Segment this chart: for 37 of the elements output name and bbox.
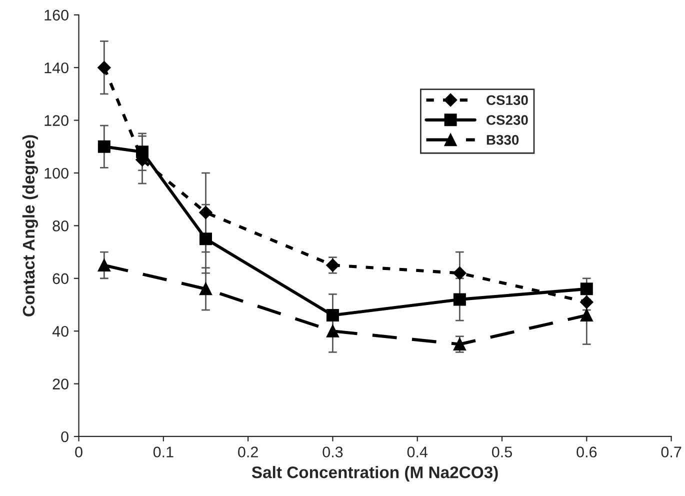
point [98, 140, 110, 153]
x-tick-label: 0.4 [407, 446, 428, 458]
y-tick-label: 120 [44, 115, 68, 126]
x-tick-label: 0.6 [576, 446, 597, 458]
point [453, 338, 466, 351]
point [199, 232, 212, 246]
y-tick-label: 80 [52, 220, 68, 232]
point [326, 309, 339, 322]
point [580, 296, 594, 309]
y-tick-label: 100 [44, 168, 68, 179]
point [453, 266, 466, 280]
point [98, 60, 111, 74]
y-tick-label: 60 [52, 273, 68, 284]
legend-label: CS230 [486, 115, 528, 125]
point [580, 309, 593, 322]
x-axis-title: Salt Concentration (M Na2CO3) [252, 466, 498, 482]
point [98, 258, 110, 272]
legend-label: CS130 [486, 95, 528, 106]
x-tick-label: 0 [75, 446, 82, 458]
point [199, 206, 212, 220]
x-tick-label: 0.7 [661, 446, 682, 458]
y-tick-label: 20 [52, 378, 68, 390]
point [453, 293, 466, 306]
legend-label: B330 [486, 134, 519, 145]
y-tick-label: 160 [44, 10, 68, 21]
point [580, 282, 593, 296]
y-tick-label: 40 [52, 326, 68, 337]
x-tick-label: 0.1 [153, 446, 174, 458]
point [199, 282, 212, 296]
x-tick-label: 0.2 [238, 446, 258, 458]
point [326, 324, 339, 338]
x-tick-label: 0.3 [322, 446, 343, 458]
x-tick-label: 0.5 [492, 446, 512, 458]
point [136, 146, 149, 158]
y-tick-label: 140 [44, 62, 68, 74]
y-tick-label: 0 [61, 431, 68, 442]
y-axis-title: Contact Angle (degree) [22, 135, 38, 316]
